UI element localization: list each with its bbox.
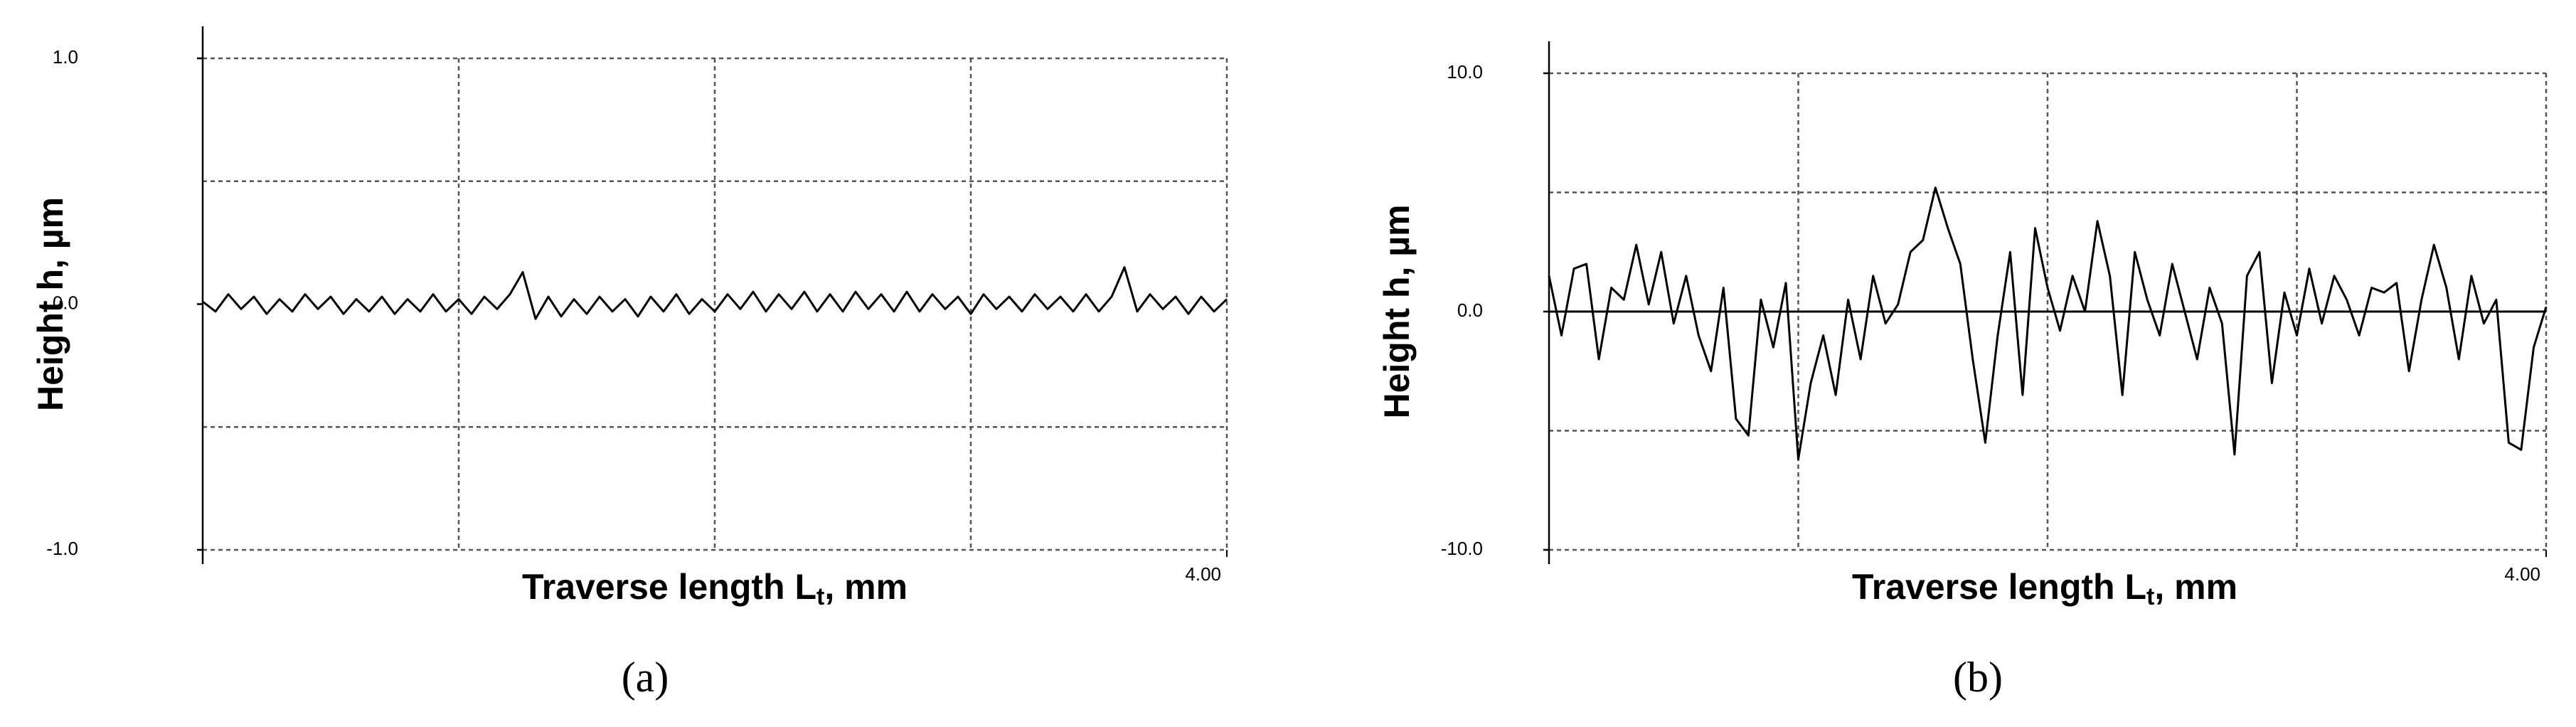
panel-label: (b) xyxy=(1953,654,2003,701)
x-axis-title-suffix: , mm xyxy=(2154,567,2237,607)
y-tick-label: 0.0 xyxy=(53,292,78,313)
x-tick-label: 4.00 xyxy=(1185,563,1221,585)
x-axis-title-sub: t xyxy=(2146,583,2154,610)
x-axis-title-main: Traverse length L xyxy=(522,567,816,607)
y-axis-title: Height h, µm xyxy=(1377,204,1417,418)
x-axis-title-suffix: , mm xyxy=(824,567,908,607)
panel-label: (a) xyxy=(622,654,669,701)
y-tick-label: -1.0 xyxy=(46,538,78,559)
x-axis-title: Traverse length Lt, mm xyxy=(522,567,908,610)
x-axis-title-sub: t xyxy=(816,583,824,610)
y-tick-label: 1.0 xyxy=(53,46,78,68)
x-tick-label: 4.00 xyxy=(2504,563,2540,585)
y-tick-label: 10.0 xyxy=(1447,61,1483,83)
data-line xyxy=(202,266,1228,320)
x-axis-title: Traverse length Lt, mm xyxy=(1852,567,2237,610)
y-tick-label: 0.0 xyxy=(1457,299,1483,321)
x-axis-title-main: Traverse length L xyxy=(1852,567,2146,607)
y-axis-title: Height h, µm xyxy=(31,197,70,411)
y-tick-label: -10.0 xyxy=(1441,538,1483,559)
data-line xyxy=(1548,186,2548,461)
